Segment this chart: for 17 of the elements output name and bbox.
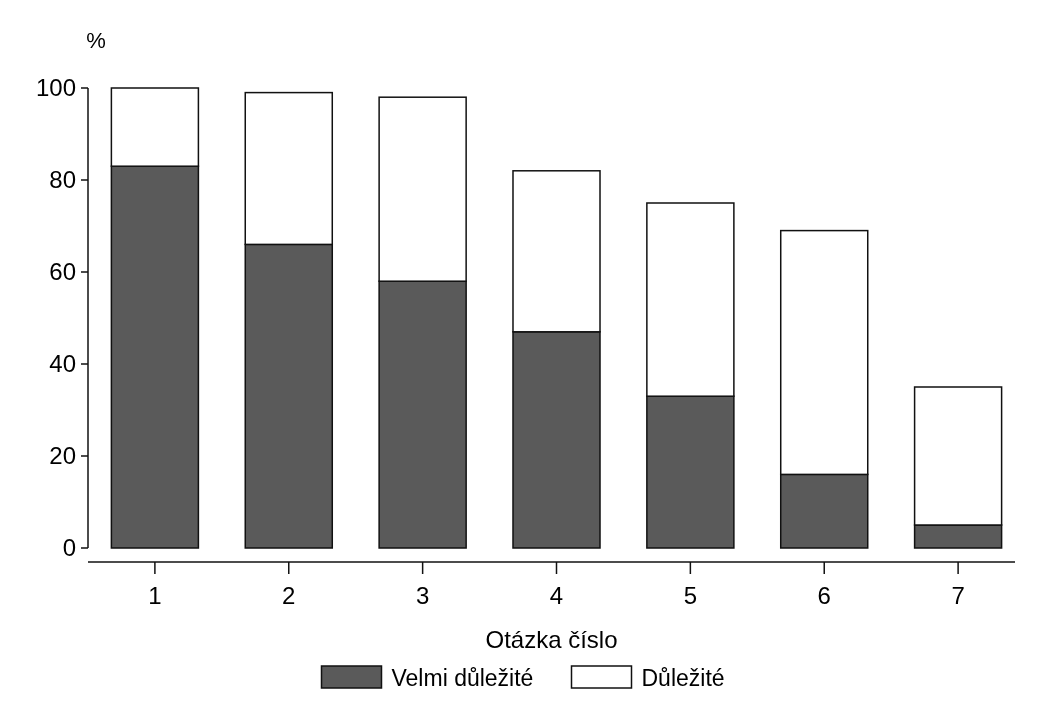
x-tick-label: 4 [549,582,564,609]
y-tick-label: 60 [49,258,76,286]
y-axis-title: % [86,28,106,53]
x-axis-title: Otázka číslo [485,626,618,653]
y-tick-label: 40 [49,350,76,378]
x-tick-label: 3 [415,582,430,609]
legend-label: Důležité [641,665,725,692]
x-tick-label: 1 [148,582,162,609]
x-tick-label: 2 [282,582,296,609]
x-tick-label: 7 [951,582,965,609]
x-tick-label: 5 [683,582,698,609]
y-tick-label: 80 [49,166,76,194]
y-tick-label: 20 [49,442,76,470]
x-tick-label: 6 [817,582,831,609]
y-tick-label: 0 [62,534,76,562]
y-tick-label: 100 [35,74,76,102]
legend-label: Velmi důležité [391,665,534,692]
